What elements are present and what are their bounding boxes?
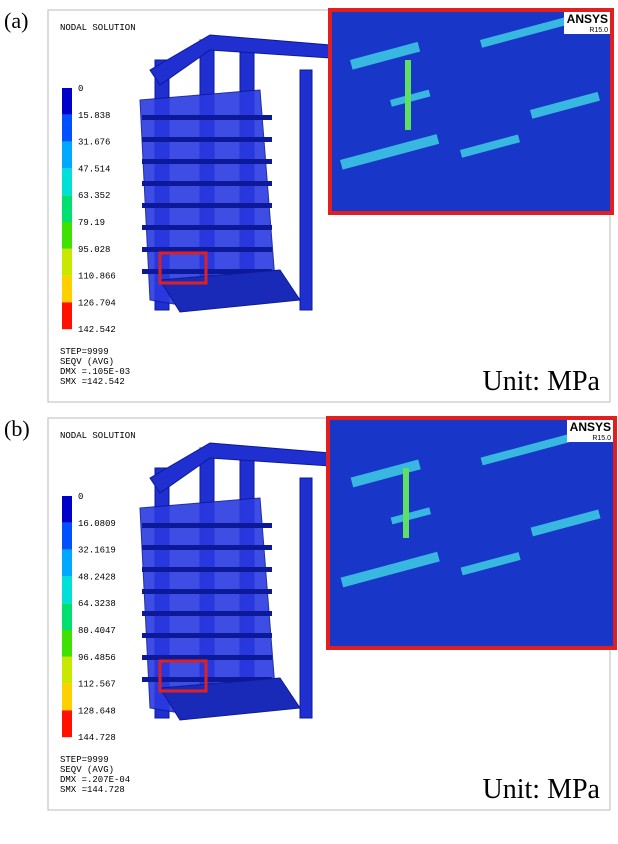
legend-label: 142.542	[78, 325, 116, 335]
legend-label: 31.676	[78, 138, 110, 148]
legend-swatch	[62, 684, 72, 711]
cross-beam	[142, 225, 272, 230]
inset	[328, 418, 615, 648]
legend-label: 48.2428	[78, 572, 116, 582]
cross-beam	[142, 655, 272, 660]
header: NODAL SOLUTION	[60, 23, 136, 33]
legend-swatch	[62, 657, 72, 684]
cross-beam	[142, 633, 272, 638]
cross-beam	[142, 545, 272, 550]
legend-label: 0	[78, 492, 83, 502]
cross-beam	[142, 159, 272, 164]
legend-label: 95.028	[78, 245, 110, 255]
legend-swatch	[62, 222, 72, 249]
cross-beam	[142, 203, 272, 208]
legend-label: 0	[78, 84, 83, 94]
legend-label: 79.19	[78, 218, 105, 228]
legend-swatch	[62, 115, 72, 142]
panel-label: (b)	[4, 416, 30, 441]
version: R15.0	[592, 435, 611, 442]
footer-line: DMX =.207E-04	[60, 775, 130, 785]
legend-label: 112.567	[78, 680, 116, 690]
inset-hotspot	[403, 468, 409, 538]
cross-beam	[142, 181, 272, 186]
cross-beam	[142, 115, 272, 120]
cross-beam	[142, 137, 272, 142]
legend-label: 63.352	[78, 191, 110, 201]
figure: (a) NODAL SOLUTION 0 15.838 31.676 47.514 63.3…	[0, 0, 618, 844]
footer-line: SMX =144.728	[60, 785, 125, 795]
logo: ANSYS	[567, 12, 608, 26]
legend-swatch	[62, 710, 72, 737]
legend-label: 15.838	[78, 111, 110, 121]
legend-swatch	[62, 195, 72, 222]
legend-label: 47.514	[78, 164, 110, 174]
unit: Unit: MPa	[483, 774, 601, 805]
inset	[330, 10, 612, 213]
column	[300, 70, 312, 310]
legend-swatch	[62, 630, 72, 657]
footer-line: SEQV (AVG)	[60, 765, 114, 775]
footer-line: DMX =.105E-03	[60, 367, 130, 377]
legend-label: 32.1619	[78, 546, 116, 556]
cross-beam	[142, 523, 272, 528]
cross-beam	[142, 567, 272, 572]
legend-label: 126.704	[78, 298, 116, 308]
footer-line: STEP=9999	[60, 755, 109, 765]
cross-beam	[142, 247, 272, 252]
legend-swatch	[62, 523, 72, 550]
legend-label: 144.728	[78, 733, 116, 743]
panel-label: (a)	[4, 8, 28, 33]
version: R15.0	[589, 27, 608, 34]
unit: Unit: MPa	[483, 366, 601, 397]
legend-label: 80.4047	[78, 626, 116, 636]
legend-swatch	[62, 496, 72, 523]
legend-swatch	[62, 603, 72, 630]
panel: (a) NODAL SOLUTION 0 15.838 31.676 47.514 63.3…	[4, 8, 612, 402]
legend-swatch	[62, 142, 72, 169]
legend-swatch	[62, 168, 72, 195]
footer-line: SMX =142.542	[60, 377, 125, 387]
cross-beam	[142, 611, 272, 616]
legend-label: 64.3238	[78, 599, 116, 609]
legend-swatch	[62, 550, 72, 577]
legend-swatch	[62, 576, 72, 603]
legend-swatch	[62, 88, 72, 115]
legend-swatch	[62, 276, 72, 303]
inset-hotspot	[405, 60, 411, 130]
legend-swatch	[62, 302, 72, 329]
logo: ANSYS	[570, 420, 611, 434]
cross-beam	[142, 589, 272, 594]
legend-label: 96.4856	[78, 653, 116, 663]
footer-line: SEQV (AVG)	[60, 357, 114, 367]
legend-label: 128.648	[78, 706, 116, 716]
footer-line: STEP=9999	[60, 347, 109, 357]
panel: (b) NODAL SOLUTION 0 16.0809 32.1619 48.2428 6…	[4, 416, 615, 810]
column	[300, 478, 312, 718]
legend-label: 110.866	[78, 272, 116, 282]
legend-label: 16.0809	[78, 519, 116, 529]
legend-swatch	[62, 249, 72, 276]
header: NODAL SOLUTION	[60, 431, 136, 441]
